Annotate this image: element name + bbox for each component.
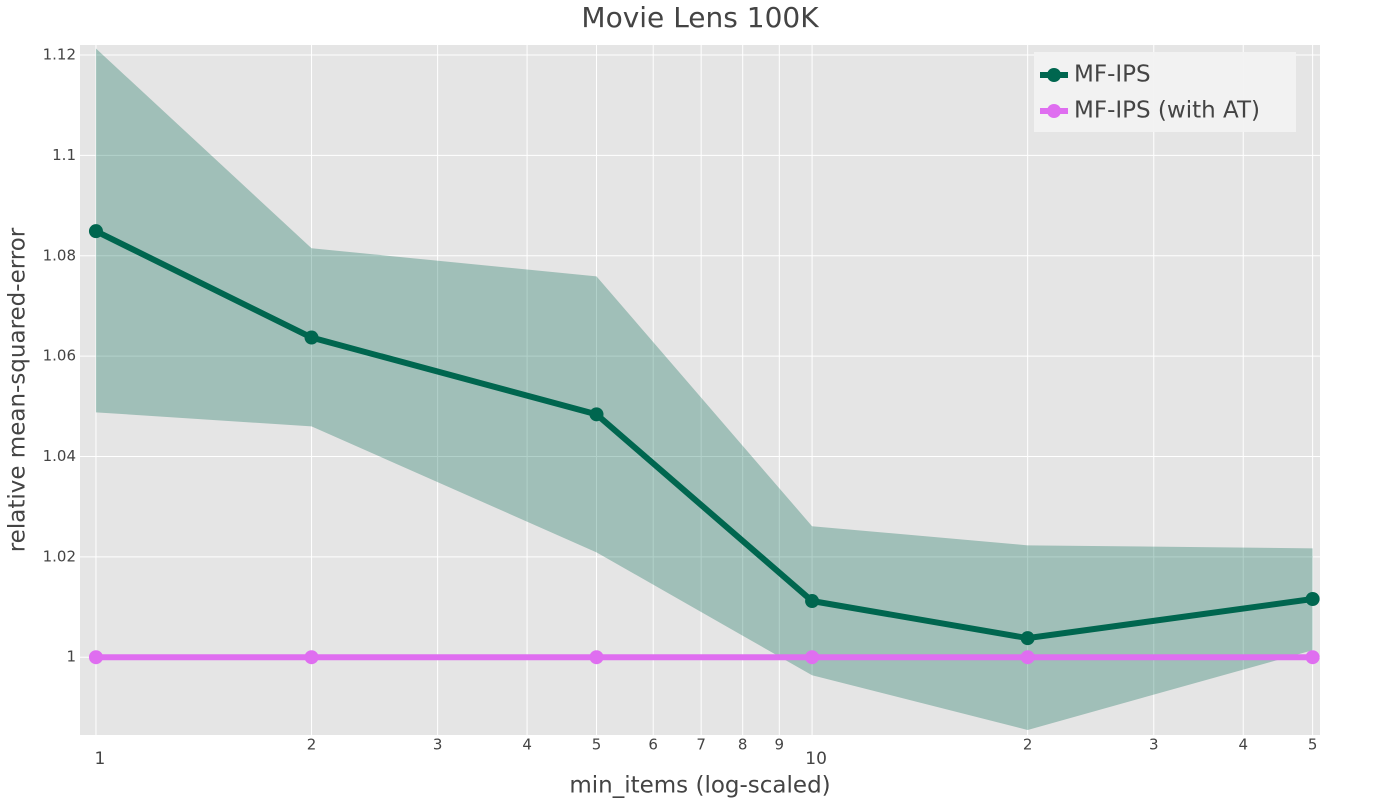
x-tick-label: 1 bbox=[95, 749, 106, 769]
legend-box bbox=[1034, 52, 1296, 132]
point bbox=[1305, 592, 1320, 607]
y-tick-label: 1.06 bbox=[43, 347, 76, 365]
point bbox=[1020, 650, 1035, 665]
point bbox=[589, 407, 604, 422]
chart-title: Movie Lens 100K bbox=[581, 1, 819, 34]
x-tick-label: 3 bbox=[433, 736, 443, 754]
x-tick-label: 9 bbox=[775, 736, 785, 754]
x-tick-label: 7 bbox=[696, 736, 706, 754]
legend: MF-IPS MF-IPS (with AT) bbox=[1034, 52, 1296, 132]
x-tick-label: 5 bbox=[592, 736, 602, 754]
point bbox=[1305, 650, 1320, 665]
point bbox=[88, 650, 103, 665]
y-tick-label: 1.12 bbox=[43, 46, 76, 64]
x-tick-label: 4 bbox=[1238, 736, 1248, 754]
point bbox=[88, 224, 103, 239]
x-tick-label: 10 bbox=[805, 749, 827, 769]
x-tick-label: 8 bbox=[738, 736, 748, 754]
y-tick-label: 1.08 bbox=[43, 246, 76, 264]
y-axis-title: relative mean-squared-error bbox=[5, 227, 31, 552]
point bbox=[304, 330, 319, 345]
x-tick-label: 5 bbox=[1308, 736, 1318, 754]
point bbox=[304, 650, 319, 665]
legend-marker bbox=[1047, 104, 1061, 118]
line bbox=[94, 228, 1314, 642]
marks bbox=[88, 48, 1320, 730]
legend-label: MF-IPS bbox=[1074, 62, 1151, 88]
x-tick-label: 6 bbox=[648, 736, 658, 754]
legend-label: MF-IPS (with AT) bbox=[1074, 98, 1260, 124]
plot-area bbox=[80, 45, 1320, 735]
x-tick-label: 2 bbox=[307, 736, 317, 754]
error-band bbox=[95, 48, 1313, 730]
point bbox=[1020, 631, 1035, 646]
x-tick-label: 2 bbox=[1023, 736, 1033, 754]
point bbox=[589, 650, 604, 665]
y-tick-label: 1.04 bbox=[43, 447, 76, 465]
point bbox=[805, 650, 820, 665]
x-tick-label: 4 bbox=[522, 736, 532, 754]
x-tick-label: 3 bbox=[1149, 736, 1159, 754]
x-axis-title: min_items (log-scaled) bbox=[569, 773, 830, 799]
legend-marker bbox=[1047, 68, 1061, 82]
y-tick-label: 1.1 bbox=[52, 146, 76, 164]
point bbox=[805, 594, 820, 609]
y-tick-label: 1 bbox=[66, 648, 76, 666]
y-tick-label: 1.02 bbox=[43, 547, 76, 565]
